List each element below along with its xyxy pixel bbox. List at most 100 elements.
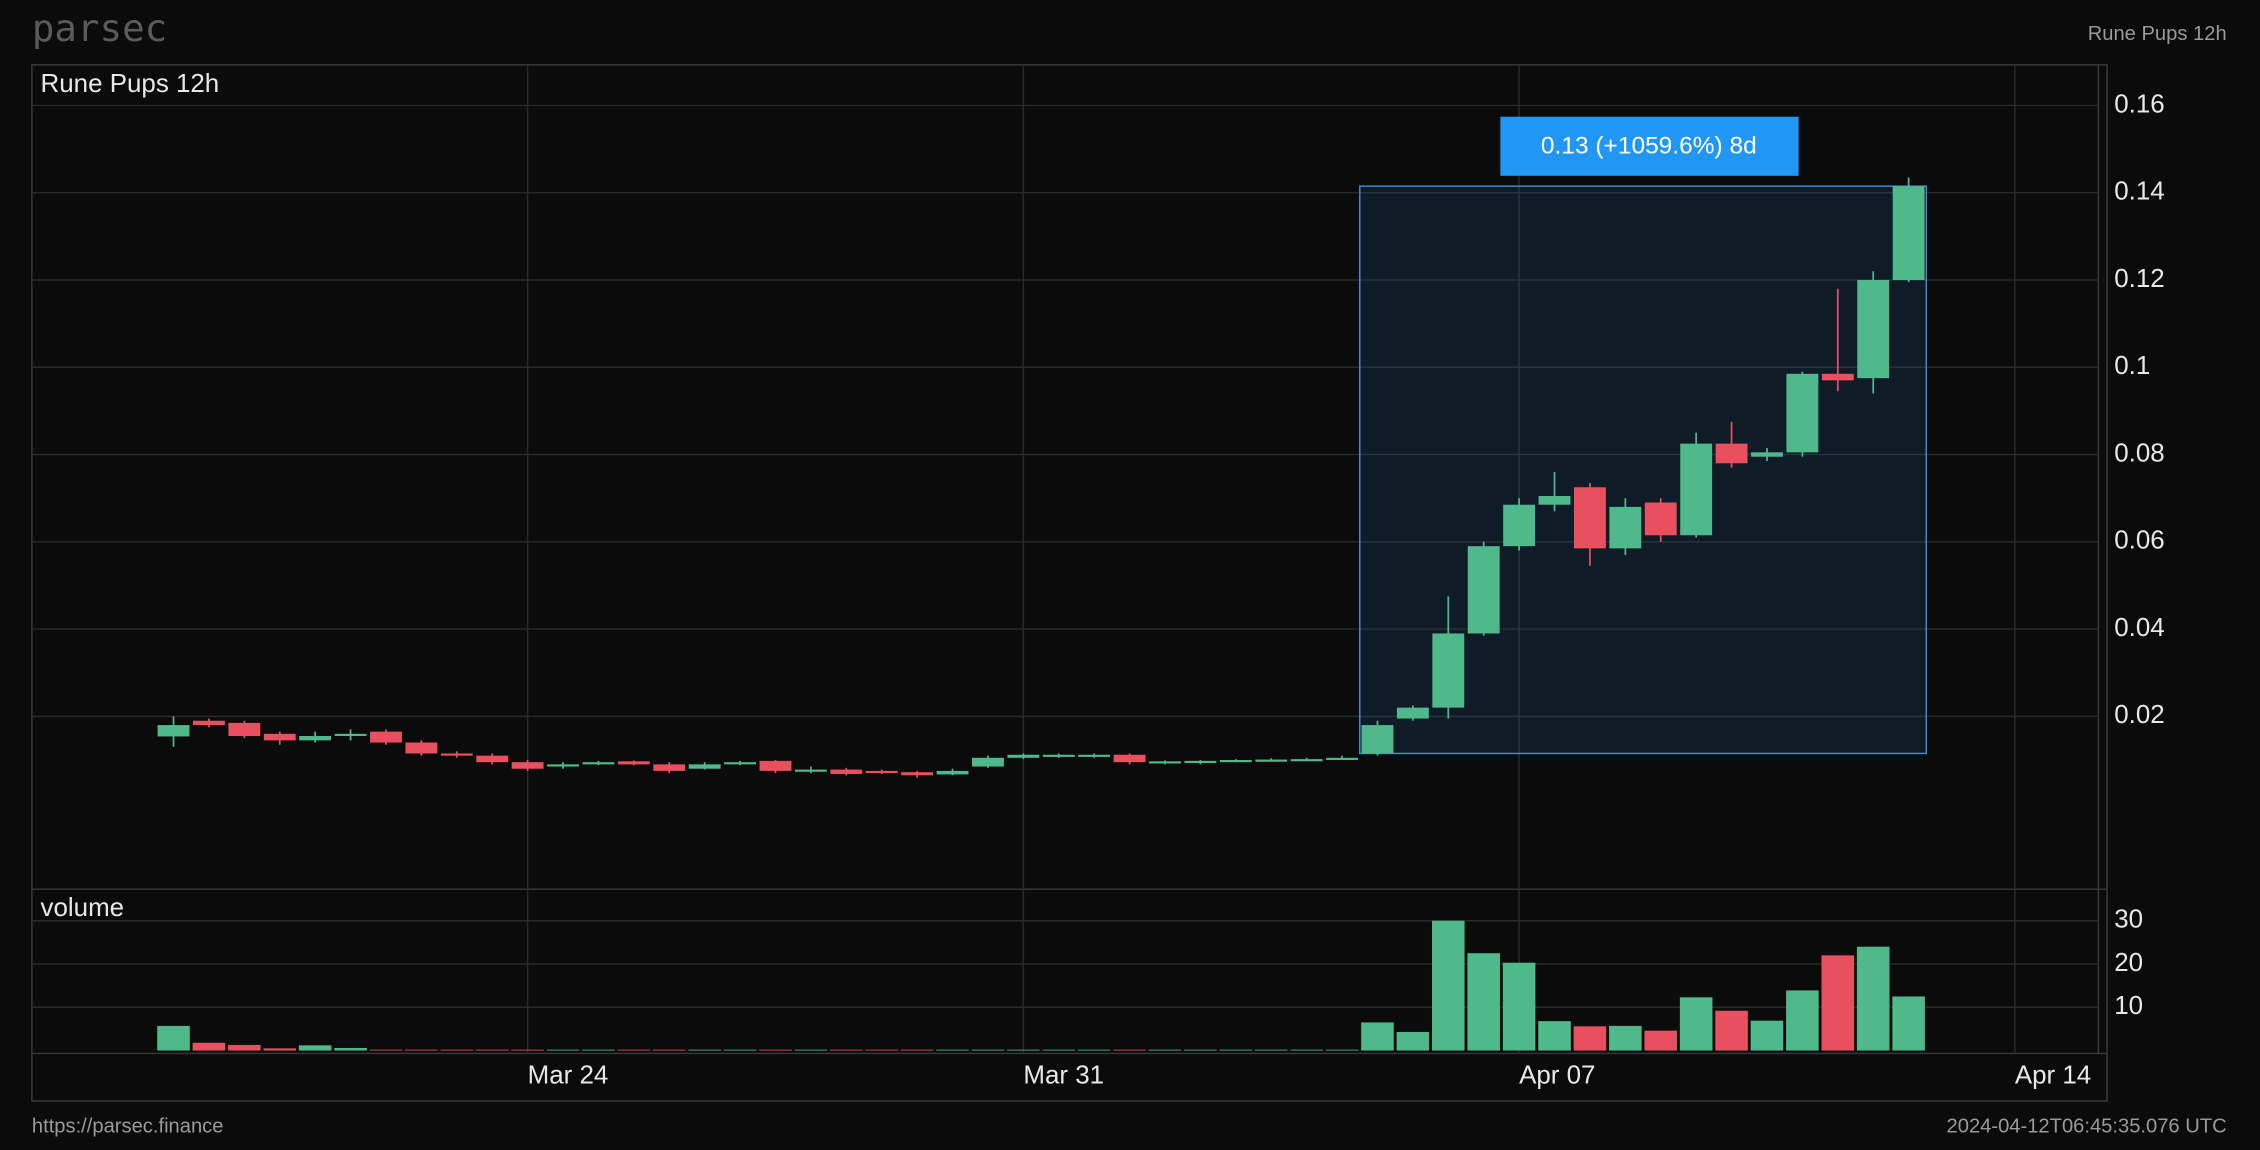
y-tick-label: 10 [2114,992,2143,1020]
candle-body [1715,443,1748,464]
y-tick-label: 0.14 [2114,178,2164,206]
volume-bar [865,1049,899,1051]
x-tick-label: Mar 31 [1023,1061,1104,1089]
volume-bar [1467,953,1500,1051]
candle-body [1042,754,1075,757]
chart-title: Rune Pups 12h [41,70,220,98]
y-tick-label: 0.06 [2114,527,2164,555]
volume-bar [228,1044,261,1051]
candle-body [1290,759,1323,762]
candle-body [1361,725,1394,754]
candle-body [440,753,473,756]
annotation-text: 0.13 (+1059.6%) 8d [1541,132,1757,159]
candle-body [263,733,296,741]
candle-body [972,757,1004,767]
volume-bar [1254,1049,1288,1051]
volume-bar [1892,996,1925,1051]
candle-body [299,735,332,741]
app-name: parsec [32,6,167,50]
volume-bar [440,1049,474,1051]
candle-body [865,770,898,774]
y-tick-label: 0.08 [2114,439,2164,467]
volume-bar [192,1042,226,1051]
volume-bar [1042,1049,1076,1051]
candle-body [617,761,650,765]
volume-bar [1573,1026,1607,1051]
candle-body [1892,186,1925,280]
candle-body [1467,546,1500,634]
y-tick-label: 0.12 [2114,265,2164,293]
volume-bar [1679,997,1713,1051]
candle-body [1821,373,1854,381]
volume-bar [1538,1021,1571,1051]
volume-bar [546,1049,580,1051]
candle-body [157,725,190,737]
candle-body [688,764,721,769]
candle-body [1857,279,1890,379]
y-tick-label: 20 [2114,949,2143,977]
volume-bar [475,1049,509,1051]
frame [31,64,2108,1102]
candle-body [334,733,367,736]
y-tick-label: 0.1 [2114,352,2150,380]
candle-body [1538,495,1571,505]
volume-bar [1077,1049,1111,1051]
candle-body [1326,757,1358,760]
volume-bar [723,1049,757,1051]
volume-bar [1113,1049,1146,1051]
volume-bar [1290,1049,1323,1051]
volume-bar [759,1049,792,1051]
volume-bar [617,1049,651,1051]
candle-body [1786,373,1819,453]
volume-bar [1325,1049,1359,1051]
candle-body [1255,759,1288,762]
candle-body [228,722,261,736]
volume-bar [1644,1030,1678,1051]
x-tick-label: Mar 24 [528,1061,609,1089]
volume-bar [900,1049,934,1051]
volume-bar [334,1047,367,1051]
y-tick-label: 0.04 [2114,614,2164,642]
volume-bar [1148,1049,1182,1051]
y-tick-label: 0.16 [2114,90,2164,118]
candle-body [1219,759,1252,763]
y-tick-label: 30 [2114,906,2143,934]
volume-label: volume [41,894,125,922]
volume-bar [1821,955,1855,1051]
candle-body [936,770,969,775]
candle-body [1113,754,1146,763]
volume-bar [405,1049,438,1051]
candle-body [1149,761,1181,764]
candle-body [759,760,792,771]
volume-bar [1856,946,1890,1051]
volume-bar [1715,1010,1748,1051]
candle-body [370,731,402,743]
candle-body [830,769,863,774]
x-tick-label: Apr 07 [1519,1061,1595,1089]
candle-body [1609,506,1642,549]
volume-bar [1184,1049,1217,1051]
candle-body [511,762,544,769]
footer-left: https://parsec.finance [32,1115,224,1137]
candle-body [1680,443,1713,536]
candle-body [1078,754,1111,757]
x-tick-label: Apr 14 [2015,1061,2091,1089]
volume-bar [830,1049,863,1051]
candle-body [405,742,438,754]
volume-bar [1007,1049,1040,1051]
candle-body [1184,760,1217,764]
volume-bar [1609,1025,1642,1051]
volume-bar [1361,1022,1394,1051]
volume-bar [936,1049,969,1051]
volume-bar [1432,920,1465,1051]
candle-body [1644,502,1677,536]
candle-body [1432,633,1465,708]
candle-body [1751,452,1783,457]
volume-bar [1396,1031,1430,1051]
candle-body [901,772,934,776]
candle-body [582,762,615,765]
volume-bar [263,1048,297,1051]
volume-bar [1750,1020,1784,1051]
volume-bar [582,1049,615,1051]
